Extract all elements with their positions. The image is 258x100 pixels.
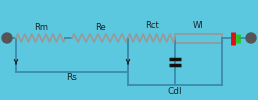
Text: Rs: Rs bbox=[67, 74, 77, 82]
Text: Rct: Rct bbox=[145, 22, 158, 30]
Text: WI: WI bbox=[193, 22, 204, 30]
Text: Cdl: Cdl bbox=[168, 86, 182, 96]
Circle shape bbox=[2, 33, 12, 43]
Bar bbox=[175, 34, 222, 42]
Text: Re: Re bbox=[95, 22, 105, 32]
Circle shape bbox=[246, 33, 256, 43]
Text: Rm: Rm bbox=[34, 22, 48, 32]
